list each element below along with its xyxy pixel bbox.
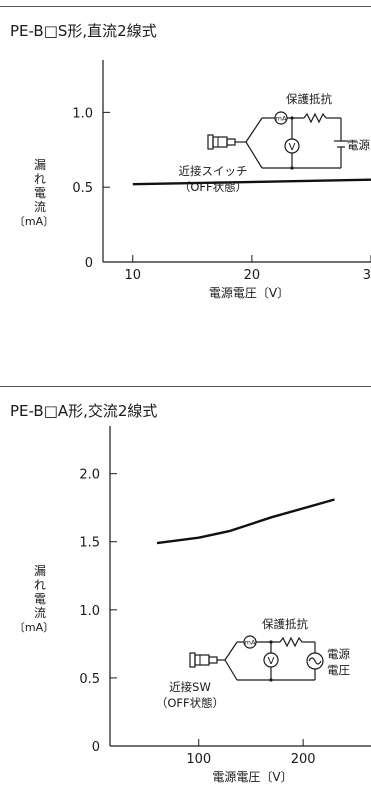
chart-1-xtick-label: 10 (125, 268, 142, 283)
chart-2-inset-switch-label: 近接SW (169, 680, 211, 694)
chart-1-xtick-label: 20 (244, 268, 261, 283)
chart-2-inset-switch-icon (208, 656, 218, 664)
chart-2-ytick-label: 1.0 (79, 604, 100, 619)
chart-2-y-axis-label: 〔mA〕 (14, 621, 54, 634)
chart-2-y-axis-label: れ (34, 578, 46, 592)
chart-2-inset-resistor-label: 保護抵抗 (262, 617, 308, 631)
chart-2-inset-wire (224, 641, 238, 661)
chart-2-inset-switch-icon (194, 654, 210, 666)
chart-2-ytick-label: 0 (92, 740, 100, 755)
chart-2-xtick-label: 200 (291, 752, 316, 767)
chart-1-inset-resistor-label: 保護抵抗 (286, 92, 332, 106)
panel-1-top-rule (0, 6, 371, 7)
chart-2-inset-wire (224, 659, 238, 681)
chart-1-inset-source-label: 電源 (347, 138, 370, 152)
chart-2-ytick-label: 2.0 (79, 468, 100, 483)
chart-1-inset-junction-dot (290, 166, 294, 170)
chart-1-inset-junction-dot (290, 116, 294, 120)
chart-1-y-axis-label: 〔mA〕 (14, 215, 54, 228)
chart-1-y-axis-label: 漏 (34, 158, 46, 172)
chart-2-inset-source-label: 電源 (327, 647, 350, 661)
chart-2-inset-v-meter-icon (263, 652, 279, 668)
chart-2-inset-v-meter-label: V (268, 656, 275, 667)
chart-1-inset-wire (245, 141, 263, 169)
chart-2-inset-junction-dot (269, 678, 273, 682)
chart-1-inset-switch-icon (226, 138, 236, 146)
chart-1-xtick-label: 30 (363, 268, 371, 283)
chart-1-inset-wire (245, 117, 263, 143)
chart-1-inset-resistor-icon (303, 112, 327, 124)
panel-2-top-rule (0, 386, 371, 387)
chart-1-ytick-label: 1.0 (72, 106, 93, 121)
chart-2-x-axis-label: 電源電圧〔V〕 (212, 770, 292, 784)
chart-2-inset-switch-icon (189, 652, 196, 668)
chart-2-inset-ac-wave-icon (308, 657, 322, 665)
chart-1-y-axis-label: 流 (34, 200, 46, 214)
chart-2-inset-junction-dot (269, 640, 273, 644)
chart-2-y-axis-label: 電 (34, 592, 46, 606)
chart-1-inset-switch-state-label: （OFF状態） (179, 180, 247, 194)
chart-1-inset-v-meter-label: V (289, 142, 296, 153)
chart-1-ytick-label: 0 (85, 256, 93, 271)
chart-2-title: PE-B□A形,交流2線式 (10, 402, 158, 420)
chart-1-title: PE-B□S形,直流2線式 (10, 22, 157, 40)
chart-2-y-axis-label: 漏 (34, 564, 46, 578)
chart-2-inset-ma-meter-label: mA (245, 639, 256, 647)
chart-1-inset-switch-icon (212, 136, 228, 148)
chart-2-ytick-label: 1.5 (79, 536, 100, 551)
chart-2-y-axis-label: 流 (34, 606, 46, 620)
chart-2-inset-source-label-2: 電圧 (327, 663, 350, 677)
chart-1-ytick-label: 0.5 (72, 181, 93, 196)
chart-2-inset-switch-state-label: （OFF状態） (156, 696, 224, 710)
chart-1-y-axis-label: 電 (34, 186, 46, 200)
chart-1-inset-ma-meter-label: mA (276, 115, 287, 123)
chart-1-inset-v-meter-icon (284, 138, 300, 154)
chart-2-inset-resistor-icon (279, 636, 303, 648)
chart-1-inset-switch-icon (207, 134, 214, 150)
chart-2-series-line (156, 498, 335, 545)
chart-2-ytick-label: 0.5 (79, 672, 100, 687)
chart-1-inset-switch-label: 近接スイッチ (179, 164, 248, 178)
chart-2-xtick-label: 100 (186, 752, 211, 767)
chart-1-x-axis-label: 電源電圧〔V〕 (209, 286, 289, 300)
chart-1-y-axis-label: れ (34, 172, 46, 186)
chart-1-series-line (132, 178, 371, 186)
